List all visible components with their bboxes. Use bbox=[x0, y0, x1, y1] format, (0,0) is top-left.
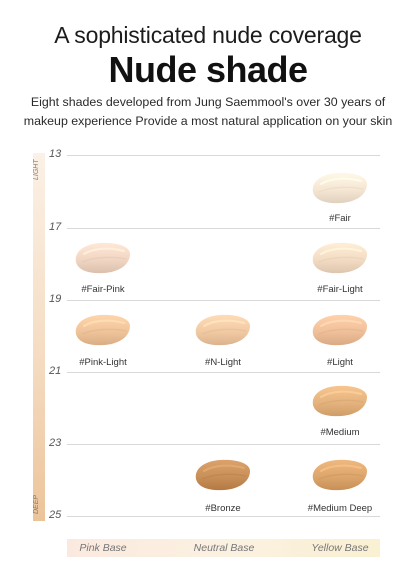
scale-light-label: LIGHT bbox=[33, 159, 40, 181]
tick-label: 21 bbox=[49, 365, 62, 377]
cream-smear-icon bbox=[195, 314, 250, 346]
grid-line bbox=[67, 444, 380, 445]
page-title: Nude shade bbox=[108, 49, 308, 90]
shade-swatch bbox=[307, 381, 371, 421]
shade-swatch bbox=[190, 455, 254, 495]
shade-label: #N-Light bbox=[205, 357, 241, 368]
light-deep-scale-bar bbox=[33, 153, 45, 521]
description-line: Eight shades developed from Jung Saemmoo… bbox=[30, 95, 386, 109]
grid-line bbox=[67, 155, 380, 156]
base-label-neutral: Neutral Base bbox=[193, 542, 255, 554]
base-label-yellow: Yellow Base bbox=[311, 542, 369, 554]
cream-smear-icon bbox=[75, 314, 130, 346]
base-bar bbox=[67, 539, 380, 557]
tick-label: 17 bbox=[49, 221, 62, 233]
shade-label: #Fair-Light bbox=[317, 284, 363, 295]
cream-smear-icon bbox=[312, 385, 367, 417]
tick-label: 25 bbox=[49, 509, 62, 521]
grid-line bbox=[67, 372, 380, 373]
shade-swatch bbox=[307, 455, 371, 495]
tick-label: 19 bbox=[49, 293, 62, 305]
shade-label: #Pink-Light bbox=[79, 357, 127, 368]
base-label-pink: Pink Base bbox=[79, 542, 127, 554]
cream-smear-icon bbox=[312, 459, 367, 491]
shade-label: #Fair-Pink bbox=[81, 284, 125, 295]
shade-label: #Light bbox=[327, 357, 353, 368]
grid-line bbox=[67, 300, 380, 301]
shade-swatch bbox=[70, 238, 134, 278]
headline: A sophisticated nude coverage bbox=[54, 22, 362, 48]
shade-swatch bbox=[70, 310, 134, 350]
shade-swatch bbox=[190, 310, 254, 350]
cream-smear-icon bbox=[312, 172, 367, 204]
tick-label: 13 bbox=[49, 148, 62, 160]
description: Eight shades developed from Jung Saemmoo… bbox=[20, 93, 396, 131]
shade-swatch bbox=[307, 238, 371, 278]
cream-smear-icon bbox=[195, 459, 250, 491]
tick-label: 23 bbox=[49, 437, 62, 449]
cream-smear-icon bbox=[312, 314, 367, 346]
grid-line bbox=[67, 228, 380, 229]
cream-smear-icon bbox=[75, 242, 130, 274]
grid-line bbox=[67, 516, 380, 517]
shade-label: #Medium Deep bbox=[307, 503, 373, 514]
shade-label: #Fair bbox=[329, 213, 351, 224]
scale-deep-label: DEEP bbox=[33, 494, 40, 514]
cream-smear-icon bbox=[312, 242, 367, 274]
shade-swatch bbox=[307, 310, 371, 350]
description-line: makeup experience Provide a most natural… bbox=[23, 114, 393, 128]
shade-swatch bbox=[307, 168, 371, 208]
shade-label: #Medium bbox=[320, 427, 360, 438]
shade-label: #Bronze bbox=[205, 503, 241, 514]
